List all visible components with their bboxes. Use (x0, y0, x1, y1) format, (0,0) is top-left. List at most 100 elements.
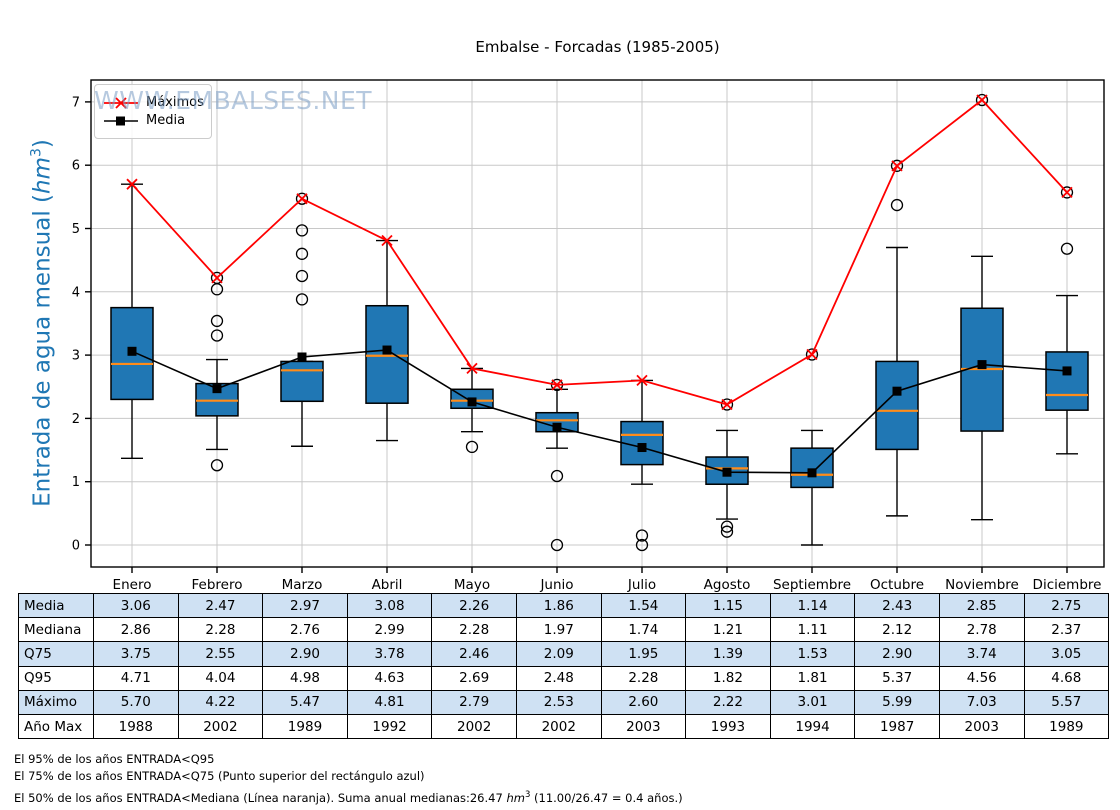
row-label: Q75 (18, 641, 94, 667)
box-septiembre (790, 447, 834, 489)
outlier-point (975, 93, 989, 107)
table-cell: 4.56 (938, 665, 1025, 691)
media-marker (127, 346, 137, 356)
y-tick-label: 2 (72, 412, 80, 427)
row-label: Media (18, 592, 94, 619)
table-cell: 3.75 (93, 641, 179, 667)
table-cell: 1.39 (685, 641, 771, 667)
table-cell: 5.70 (93, 689, 179, 715)
table-row-media: Media 3.06 2.47 2.97 3.08 2.26 1.86 1.54 1.15 1.1… (18, 592, 1110, 619)
table-cell: 7.03 (938, 689, 1025, 715)
footnote-3-after: (11.00/26.47 = 0.4 años.) (530, 790, 683, 805)
legend-label-maximos: Máximos (146, 95, 204, 110)
legend-item-media: Media (95, 113, 211, 128)
outlier-point (890, 159, 904, 172)
table-cell: 2.26 (431, 592, 517, 619)
maximos-line-marker-icon (104, 96, 138, 109)
box-diciembre (1045, 351, 1089, 411)
outlier-point (210, 459, 224, 472)
maximos-marker (126, 178, 138, 190)
table-cell: 2.99 (346, 617, 433, 643)
legend-item-maximos: Máximos (95, 95, 211, 110)
outlier-point (720, 525, 734, 538)
media-marker (382, 345, 392, 355)
table-cell: 1.53 (769, 641, 856, 667)
maximos-marker (211, 272, 223, 284)
table-row-año-max: Año Max 1988 2002 1989 1992 2002 2002 2003 1993 1… (18, 713, 1110, 740)
plot-border (90, 79, 1105, 568)
table-cell: 2.46 (431, 641, 517, 667)
maximos-marker (636, 374, 648, 387)
footnote-3-text: El 50% de los años ENTRADA<Mediana (Líne… (14, 790, 507, 805)
table-cell: 2.09 (515, 641, 602, 667)
table-cell: 1.81 (769, 665, 856, 691)
x-tick-label: Febrero (192, 577, 243, 593)
media-marker (977, 360, 987, 370)
table-cell: 5.57 (1023, 689, 1110, 715)
y-axis-label-sup: 3 (28, 148, 45, 158)
outlier-point (890, 198, 904, 212)
table-cell: 2003 (600, 713, 687, 740)
y-tick-label: 6 (72, 159, 80, 174)
boxplot-chart: 0 1 2 3 4 5 6 7 Enero Febrero Marzo Abril Mayo Junio J… (72, 79, 1105, 593)
y-axis-label-text: Entrada de agua mensual ( (29, 194, 56, 507)
outlier-point (295, 293, 309, 306)
table-cell: 2.43 (854, 592, 940, 619)
row-label: Mediana (18, 617, 94, 643)
row-label: Q95 (18, 665, 94, 691)
table-cell: 2.37 (1023, 617, 1110, 643)
table-cell: 2.53 (515, 689, 602, 715)
x-tick-label: Junio (539, 577, 573, 593)
media-line-marker-icon (104, 116, 138, 125)
legend: Máximos Media (94, 84, 212, 139)
table-cell: 2.69 (431, 665, 517, 691)
table-cell: 1.54 (600, 592, 687, 619)
outlier-point (635, 538, 649, 552)
outlier-point (210, 283, 224, 296)
maximos-marker (976, 94, 988, 106)
y-tick-label: 5 (72, 222, 80, 237)
table-cell: 3.06 (93, 592, 179, 619)
table-cell: 1987 (854, 713, 940, 740)
box-abril (365, 304, 409, 404)
footnote-3: El 50% de los años ENTRADA<Mediana (Líne… (14, 787, 683, 807)
footnote-3-unit: hm (506, 790, 525, 805)
y-tick-label: 0 (72, 539, 80, 554)
y-axis-label: Entrada de agua mensual (hm3) (29, 139, 56, 507)
table-cell: 1989 (1023, 713, 1110, 740)
outlier-point (210, 314, 224, 328)
table-cell: 1.14 (769, 592, 856, 619)
maximos-marker (551, 379, 563, 391)
table-cell: 2.48 (515, 665, 602, 691)
table-cell: 1.97 (515, 617, 602, 643)
table-cell: 2002 (515, 713, 602, 740)
x-tick-label: Septiembre (773, 577, 851, 593)
outlier-point (805, 348, 819, 361)
chart-title: Embalse - Forcadas (1985-2005) (475, 38, 720, 56)
x-tick-label: Abril (372, 577, 403, 593)
maximos-marker (466, 362, 478, 375)
table-cell: 4.22 (177, 689, 264, 715)
table-cell: 2003 (938, 713, 1025, 740)
outlier-point (295, 269, 309, 283)
footnote-2: El 75% de los años ENTRADA<Q75 (Punto su… (14, 769, 425, 783)
outlier-point (1060, 186, 1074, 199)
table-cell: 1989 (262, 713, 348, 740)
table-row-máximo: Máximo 5.70 4.22 5.47 4.81 2.79 2.53 2.60 2.22 3.… (18, 689, 1110, 715)
media-marker (1062, 366, 1072, 376)
table-cell: 1.74 (600, 617, 687, 643)
x-tick-label: Mayo (454, 577, 490, 593)
y-tick-label: 4 (72, 285, 80, 300)
table-cell: 3.08 (346, 592, 433, 619)
media-marker (892, 386, 902, 396)
table-cell: 2.22 (685, 689, 771, 715)
x-tick-label: Marzo (282, 577, 323, 593)
outlier-point (465, 440, 479, 454)
table-cell: 3.05 (1023, 641, 1110, 667)
table-cell: 4.04 (177, 665, 264, 691)
table-cell: 2.97 (262, 592, 348, 619)
outlier-point (720, 398, 734, 411)
maximos-line (131, 98, 1068, 406)
media-marker (637, 443, 647, 453)
